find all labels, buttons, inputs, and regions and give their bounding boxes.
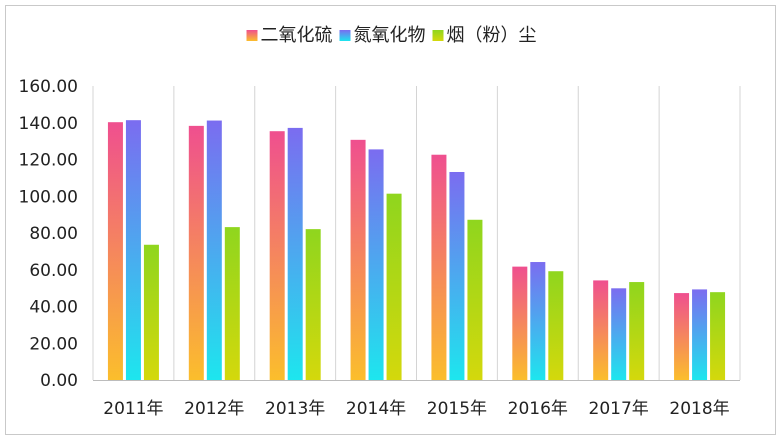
grid-lines	[92, 86, 741, 380]
y-tick-label: 40.00	[29, 298, 78, 318]
bar-2-2017年[interactable]	[611, 288, 627, 380]
legend: 二氧化硫 氮氧化物 烟（粉）尘	[246, 25, 537, 46]
y-tick-label: 0.00	[40, 371, 78, 391]
x-tick-label: 2011年	[103, 399, 163, 419]
bar-1-2017年[interactable]	[593, 280, 609, 380]
y-tick-label: 100.00	[19, 187, 78, 207]
legend-swatch-2	[339, 30, 351, 41]
bar-2-2014年[interactable]	[368, 149, 384, 380]
bar-3-2014年[interactable]	[386, 193, 402, 380]
bar-2-2015年[interactable]	[449, 171, 465, 380]
bar-3-2011年[interactable]	[143, 244, 159, 380]
x-axis-tick-labels: 2011年 2012年 2013年 2014年 2015年 2016年 2017年 2018年	[103, 399, 729, 419]
bar-1-2011年[interactable]	[107, 122, 123, 380]
legend-label-2: 氮氧化物	[354, 25, 426, 46]
x-tick-label: 2016年	[508, 399, 568, 419]
bar-1-2013年[interactable]	[269, 131, 285, 380]
y-tick-label: 80.00	[29, 224, 78, 244]
bar-2-2011年[interactable]	[125, 120, 141, 381]
bar-1-2012年[interactable]	[188, 125, 204, 380]
legend-label-1: 二氧化硫	[261, 25, 333, 46]
bar-2-2012年[interactable]	[206, 120, 222, 381]
bar-2-2013年[interactable]	[287, 127, 303, 381]
legend-label-3: 烟（粉）尘	[447, 25, 537, 46]
x-tick-label: 2012年	[184, 399, 244, 419]
x-tick-label: 2018年	[669, 399, 729, 419]
x-tick-label: 2017年	[589, 399, 649, 419]
y-tick-label: 20.00	[29, 334, 78, 354]
bar-2-2018年[interactable]	[692, 289, 708, 380]
bar-3-2012年[interactable]	[224, 227, 240, 380]
y-tick-label: 160.00	[19, 77, 78, 97]
y-tick-label: 140.00	[19, 114, 78, 134]
x-tick-label: 2015年	[427, 399, 487, 419]
bar-1-2015年[interactable]	[431, 154, 447, 380]
y-tick-label: 120.00	[19, 151, 78, 171]
y-axis-tick-labels: 0.00 20.00 40.00 60.00 80.00 100.00 120.00 140.…	[19, 77, 78, 391]
bar-3-2015年[interactable]	[467, 219, 483, 380]
bar-3-2016年[interactable]	[548, 271, 564, 380]
bar-1-2016年[interactable]	[512, 266, 528, 380]
legend-swatch-3	[432, 30, 444, 41]
bar-1-2018年[interactable]	[674, 293, 690, 380]
bar-3-2017年[interactable]	[629, 282, 645, 380]
y-tick-label: 60.00	[29, 261, 78, 281]
bar-2-2016年[interactable]	[530, 262, 546, 380]
bar-1-2014年[interactable]	[350, 139, 366, 380]
bar-3-2018年[interactable]	[710, 292, 726, 380]
x-tick-label: 2014年	[346, 399, 406, 419]
x-tick-label: 2013年	[265, 399, 325, 419]
bars	[107, 120, 726, 381]
legend-swatch-1	[246, 30, 258, 41]
bar-3-2013年[interactable]	[305, 229, 321, 380]
